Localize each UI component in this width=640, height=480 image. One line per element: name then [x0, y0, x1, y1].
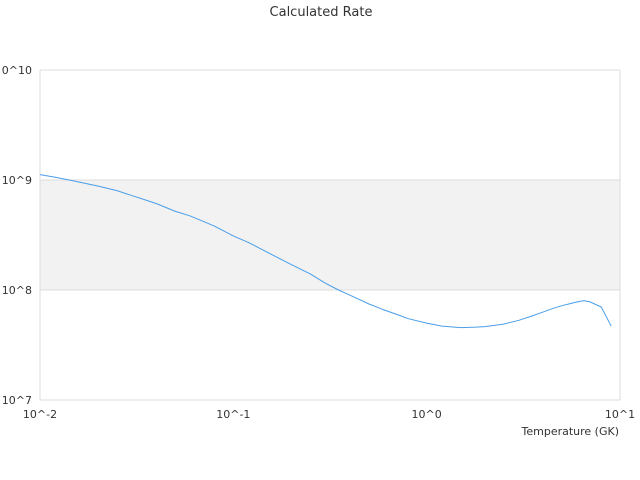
y-tick-label: 10^9: [2, 174, 32, 187]
x-axis-label: Temperature (GK): [521, 425, 620, 438]
grid-lines: [39, 69, 621, 401]
series-layer: [39, 174, 612, 329]
x-tick-labels: 10^-2 10^-1 10^0 10^1: [23, 408, 635, 421]
x-tick-label: 10^1: [605, 408, 635, 421]
y-tick-label: 10^7: [2, 394, 32, 407]
plot-band: [40, 290, 620, 400]
x-tick-label: 10^-1: [216, 408, 250, 421]
x-tick-label: 10^0: [412, 408, 442, 421]
plot-bands: [40, 70, 620, 400]
x-tick-label: 10^-2: [23, 408, 57, 421]
y-tick-label: 10^8: [2, 284, 32, 297]
series-line: [39, 174, 612, 329]
y-tick-label: 0^10: [2, 64, 32, 77]
plot-band: [40, 180, 620, 290]
y-tick-labels: 10^7 10^8 10^9 0^10: [2, 64, 32, 407]
plot-band: [40, 70, 620, 180]
chart-title: Calculated Rate: [270, 5, 373, 20]
